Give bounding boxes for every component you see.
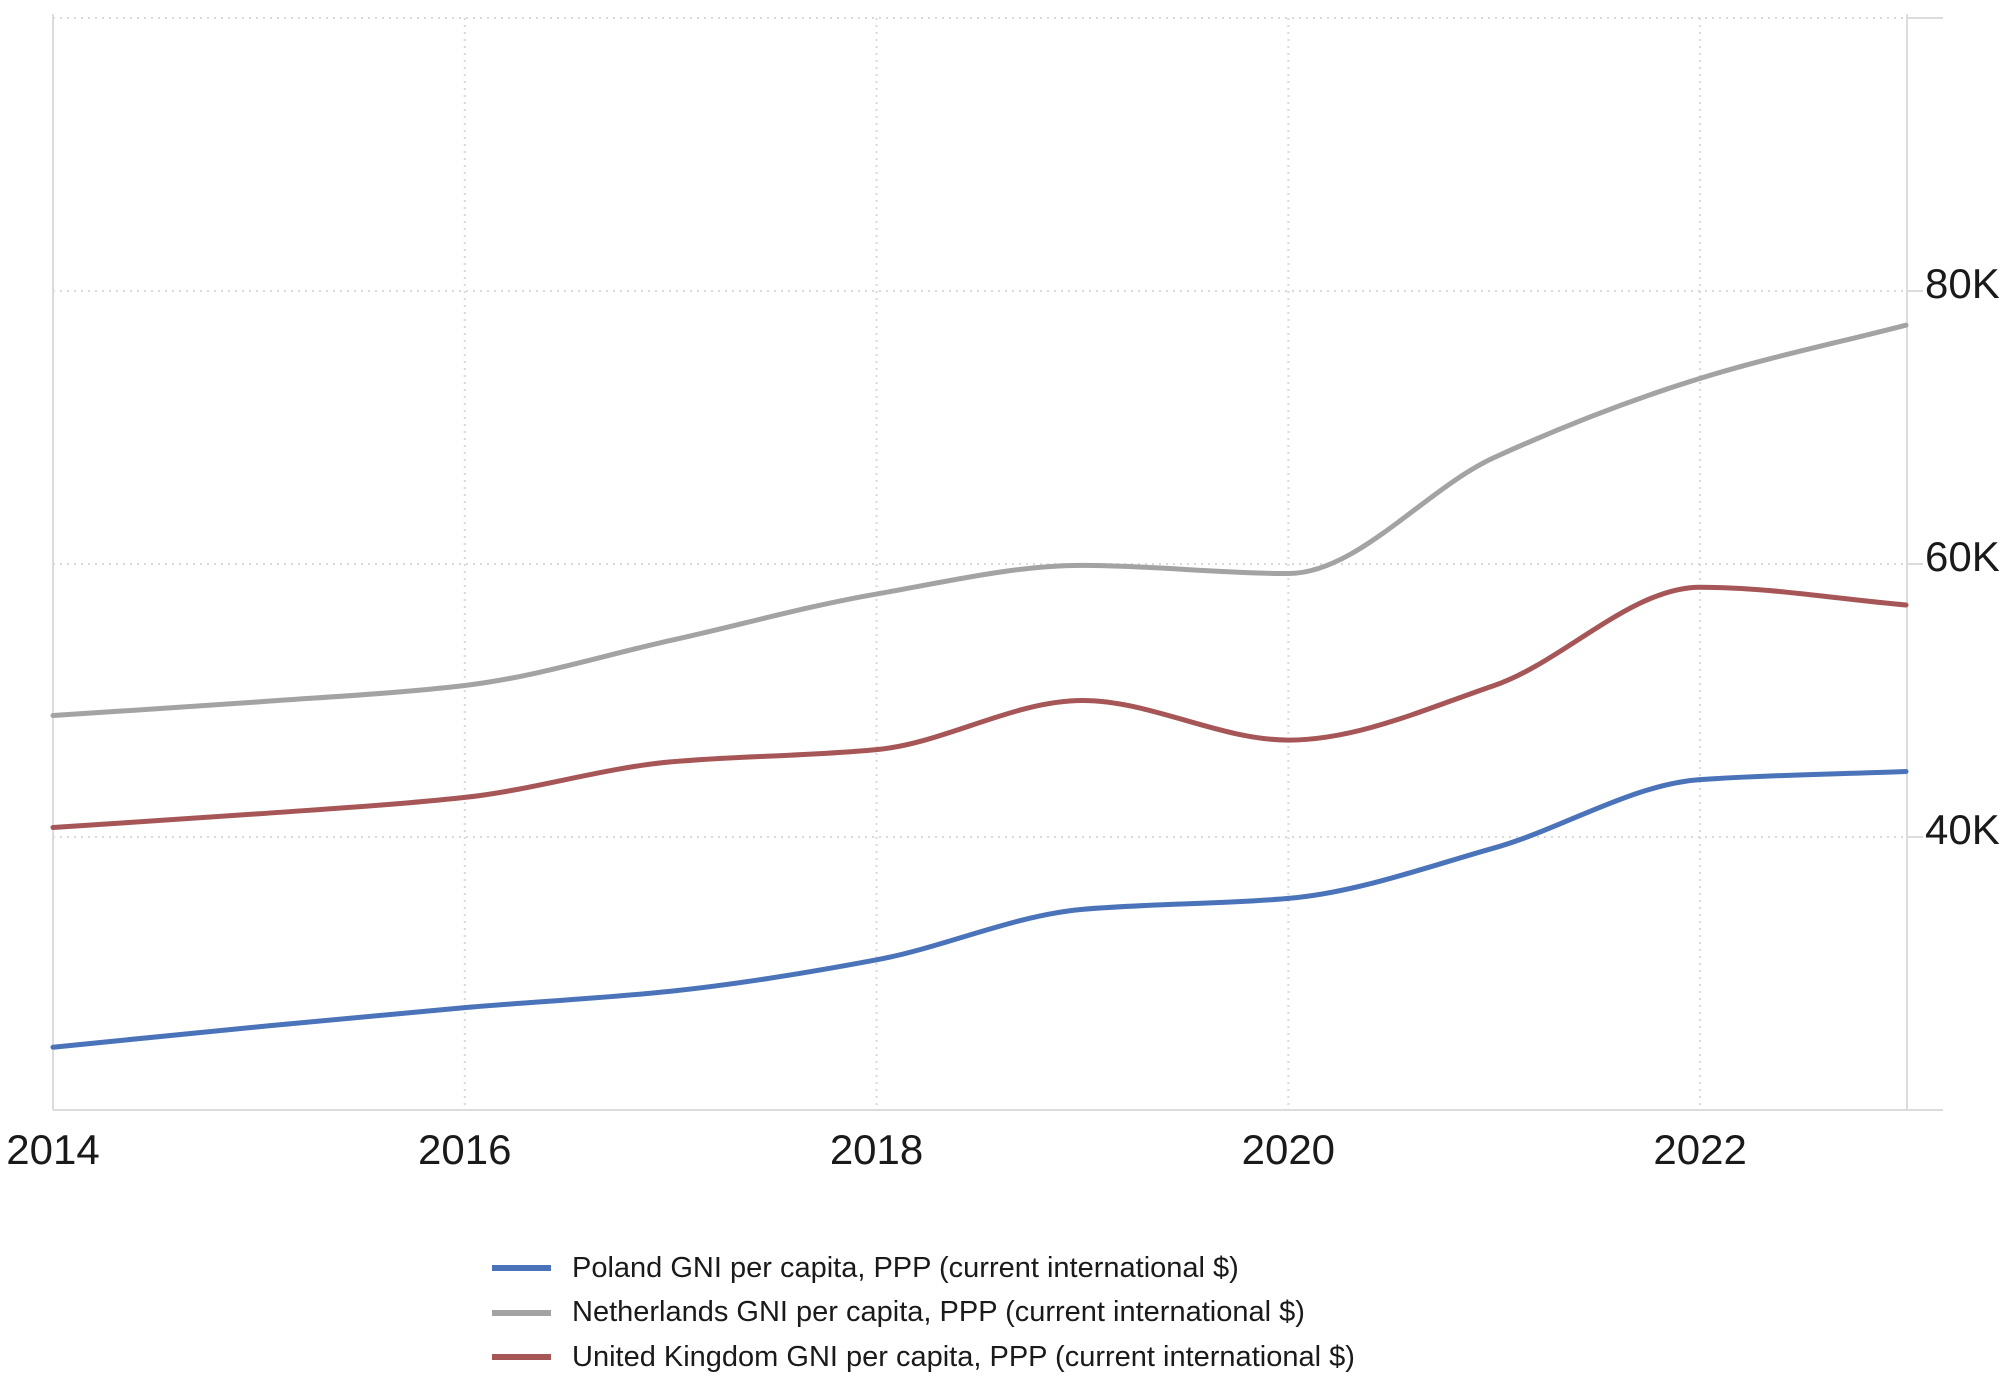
- legend-item-poland[interactable]: Poland GNI per capita, PPP (current inte…: [492, 1246, 1355, 1291]
- series-lines: [50, 322, 1909, 1050]
- x-tick-label-2022: 2022: [1653, 1126, 1746, 1173]
- y-tick-label-80000: 80K: [1925, 260, 2000, 307]
- axes: [52, 14, 1943, 1111]
- legend-label-poland: Poland GNI per capita, PPP (current inte…: [572, 1251, 1239, 1284]
- x-axis-labels: 2014 2016 2018 2020 2022: [6, 1126, 1747, 1173]
- legend-swatch-netherlands: [492, 1309, 551, 1316]
- legend: Poland GNI per capita, PPP (current inte…: [492, 1246, 1355, 1380]
- x-tick-label-2018: 2018: [830, 1126, 923, 1173]
- series-line-united-kingdom: [50, 584, 1909, 830]
- x-tick-label-2014: 2014: [6, 1126, 99, 1173]
- y-tick-label-60000: 60K: [1925, 533, 2000, 580]
- legend-item-netherlands[interactable]: Netherlands GNI per capita, PPP (current…: [492, 1291, 1355, 1336]
- legend-swatch-poland: [492, 1265, 551, 1272]
- y-tick-label-40000: 40K: [1925, 806, 2000, 853]
- x-tick-label-2020: 2020: [1242, 1126, 1335, 1173]
- y-axis-labels: 40K 60K 80K: [1925, 260, 2000, 853]
- legend-swatch-united-kingdom: [492, 1354, 551, 1361]
- line-chart: 2014 2016 2018 2020 2022 40K 60K 80K: [6, 14, 2000, 1173]
- legend-label-netherlands: Netherlands GNI per capita, PPP (current…: [572, 1296, 1305, 1329]
- gridlines: [53, 17, 1907, 1110]
- series-line-netherlands: [50, 322, 1909, 719]
- series-line-poland: [50, 768, 1909, 1050]
- legend-label-united-kingdom: United Kingdom GNI per capita, PPP (curr…: [572, 1340, 1355, 1373]
- legend-item-united-kingdom[interactable]: United Kingdom GNI per capita, PPP (curr…: [492, 1335, 1355, 1380]
- x-tick-label-2016: 2016: [418, 1126, 511, 1173]
